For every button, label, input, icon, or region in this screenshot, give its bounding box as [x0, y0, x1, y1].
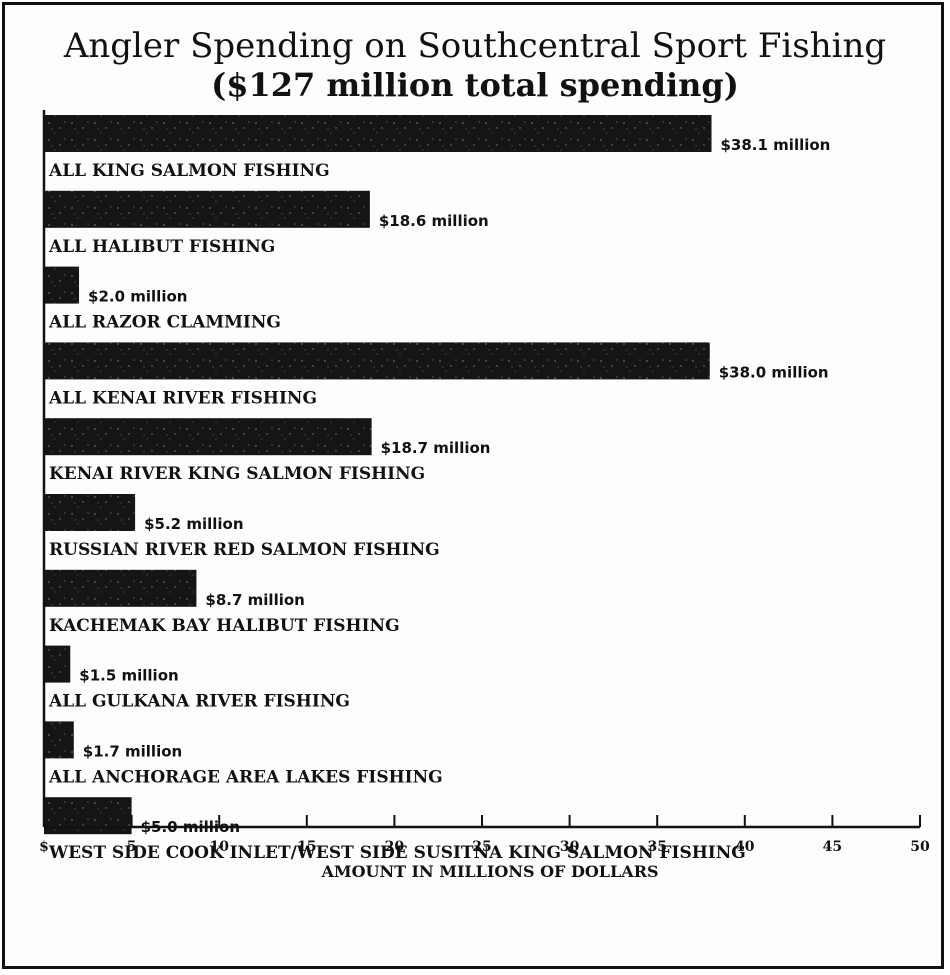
x-tick-label: 50 [910, 839, 930, 855]
category-label: ALL GULKANA RIVER FISHING [48, 692, 350, 712]
data-label: $1.5 million [79, 667, 178, 685]
x-tick-label: 10 [209, 839, 229, 855]
bar [44, 266, 80, 304]
data-label: $38.0 million [719, 363, 829, 381]
x-tick-label: 30 [560, 839, 580, 855]
data-label: $2.0 million [88, 288, 187, 306]
data-label: $1.7 million [83, 742, 182, 760]
category-label: ALL RAZOR CLAMMING [48, 313, 281, 333]
x-tick-label: 20 [385, 839, 405, 855]
category-label: ALL ANCHORAGE AREA LAKES FISHING [48, 767, 443, 787]
category-label: KENAI RIVER KING SALMON FISHING [49, 464, 425, 484]
category-label: ALL KENAI RIVER FISHING [48, 388, 317, 408]
category-label: ALL KING SALMON FISHING [48, 161, 330, 181]
bar [44, 115, 712, 152]
x-tick-label: 15 [297, 839, 316, 855]
x-tick-label: 40 [735, 839, 755, 855]
category-label: WEST SIDE COOK INLET/WEST SIDE SUSITNA K… [48, 843, 746, 863]
x-tick-label: 45 [823, 839, 842, 855]
category-label: RUSSIAN RIVER RED SALMON FISHING [49, 540, 440, 560]
chart-subtitle: ($127 million total spending) [211, 66, 739, 104]
data-label: $18.6 million [379, 212, 489, 230]
x-axis-title: AMOUNT IN MILLIONS OF DOLLARS [320, 862, 658, 881]
bar [44, 190, 370, 228]
bar [44, 494, 136, 531]
bar [44, 342, 710, 380]
category-label: ALL HALIBUT FISHING [48, 237, 275, 257]
x-tick-label: 25 [472, 839, 491, 855]
x-tick-label: $ [39, 839, 49, 855]
chart-title: Angler Spending on Southcentral Sport Fi… [63, 26, 887, 66]
data-label: $5.2 million [144, 515, 243, 533]
bar [44, 645, 71, 683]
x-tick-label: 5 [127, 839, 137, 855]
data-label: $18.7 million [381, 439, 491, 457]
bar [44, 418, 372, 456]
data-label: $38.1 million [721, 136, 831, 154]
bar [44, 569, 197, 607]
bar [44, 721, 74, 759]
x-tick-label: 35 [647, 839, 666, 855]
category-label: KACHEMAK BAY HALIBUT FISHING [49, 616, 400, 636]
bar [44, 797, 132, 835]
data-label: $8.7 million [205, 591, 304, 609]
